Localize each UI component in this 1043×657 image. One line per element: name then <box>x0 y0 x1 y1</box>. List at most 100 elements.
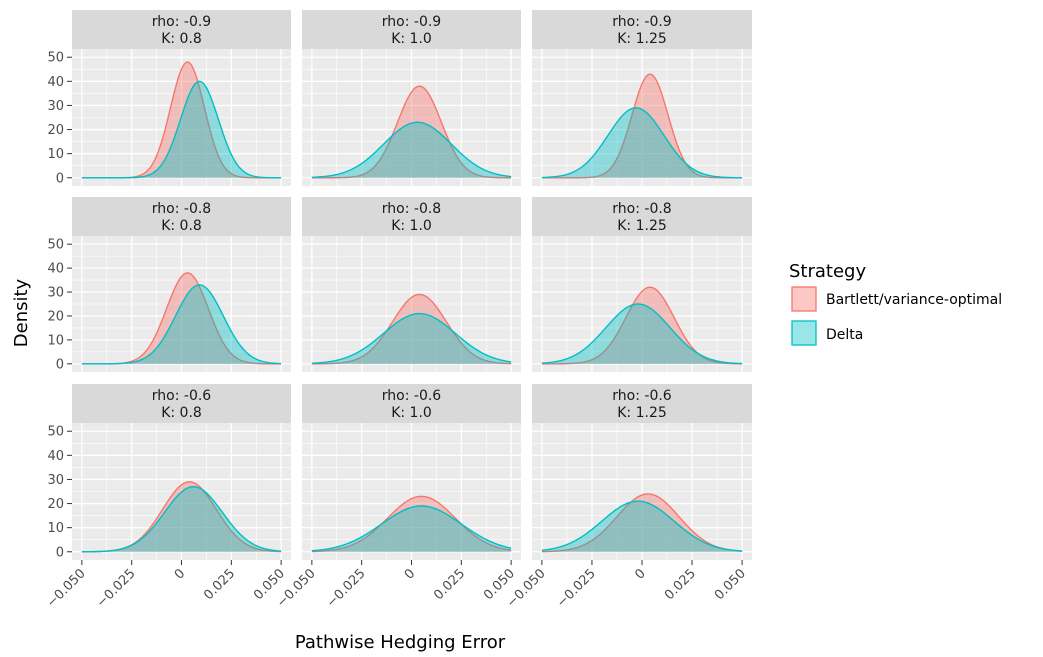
facet-panel: rho: -0.6K: 1.25 <box>532 384 752 560</box>
facet-strip-label-k: K: 1.25 <box>617 405 667 421</box>
legend-key-delta <box>791 320 817 346</box>
density-line <box>541 73 743 179</box>
density-line <box>311 495 512 553</box>
facet-strip-label-rho: rho: -0.8 <box>152 201 211 217</box>
facet-strip-label-rho: rho: -0.6 <box>382 388 442 404</box>
legend-key-bartlett <box>791 286 817 312</box>
density-line <box>311 293 512 365</box>
density-line <box>81 80 282 179</box>
density-area <box>81 62 282 178</box>
facet-strip-label-k: K: 1.0 <box>391 31 432 47</box>
x-tick-label: −0.050 <box>44 566 89 611</box>
y-tick-label: 20 <box>47 123 64 138</box>
legend: Strategy Bartlett/variance-optimal Delta <box>789 261 1002 347</box>
density-area <box>541 304 743 364</box>
facet-panel: rho: -0.9K: 1.0 <box>302 10 521 186</box>
facet-strip-label-k: K: 1.0 <box>391 405 432 421</box>
y-tick-label: 40 <box>47 75 64 90</box>
y-tick-label: 50 <box>47 425 64 440</box>
density-line <box>311 85 512 179</box>
x-axis-title: Pathwise Hedging Error <box>295 632 506 653</box>
density-line <box>541 493 743 553</box>
facet-strip-label-rho: rho: -0.9 <box>612 14 671 30</box>
legend-key-background <box>790 285 818 313</box>
y-tick-label: 0 <box>56 171 64 186</box>
legend-title: Strategy <box>789 261 866 282</box>
density-area <box>541 107 743 178</box>
density-area <box>81 81 282 178</box>
facet-strip-label-rho: rho: -0.8 <box>382 201 441 217</box>
density-area <box>311 496 512 552</box>
density-area <box>311 86 512 178</box>
density-area <box>81 284 282 364</box>
density-line <box>81 284 282 365</box>
facet-strip <box>72 10 291 49</box>
y-tick-label: 0 <box>56 357 64 372</box>
facet-panel: rho: -0.9K: 1.25 <box>532 10 752 186</box>
facet-panel: rho: -0.8K: 0.8 <box>72 197 291 372</box>
density-area <box>81 481 282 552</box>
y-tick-label: 0 <box>56 545 64 560</box>
density-area <box>311 313 512 364</box>
x-tick-label: 0.025 <box>662 566 699 603</box>
facet-strip-label-rho: rho: -0.6 <box>152 388 212 404</box>
y-tick-label: 10 <box>47 521 64 536</box>
facet-strip-label-k: K: 0.8 <box>161 31 202 47</box>
density-area <box>311 505 512 552</box>
y-tick-label: 20 <box>47 497 64 512</box>
x-tick-label: 0 <box>402 566 418 582</box>
density-area <box>541 74 743 178</box>
facet-strip <box>532 384 752 423</box>
x-tick-label: 0.025 <box>431 566 468 603</box>
y-tick-label: 20 <box>47 309 64 324</box>
y-tick-label: 40 <box>47 262 64 277</box>
density-line <box>311 505 512 552</box>
density-line <box>541 500 743 552</box>
facet-strip-label-rho: rho: -0.8 <box>612 201 671 217</box>
legend-label-delta: Delta <box>826 327 863 343</box>
facet-panel: rho: -0.8K: 1.25 <box>532 197 752 372</box>
facet-strip-label-k: K: 0.8 <box>161 218 202 234</box>
facet-strip-label-k: K: 0.8 <box>161 405 202 421</box>
density-line <box>81 485 282 553</box>
facet-strip-label-k: K: 1.25 <box>617 218 667 234</box>
x-tick-label: −0.025 <box>94 566 139 611</box>
density-line <box>541 107 743 179</box>
facet-strip-label-rho: rho: -0.9 <box>382 14 441 30</box>
y-tick-label: 50 <box>47 51 64 66</box>
y-tick-label: 30 <box>47 286 64 301</box>
y-tick-label: 10 <box>47 147 64 162</box>
density-area <box>81 272 282 364</box>
facet-strip <box>302 10 521 49</box>
facet-strip-label-rho: rho: -0.9 <box>152 14 211 30</box>
facet-panel: rho: -0.8K: 1.0 <box>302 197 521 372</box>
facet-strip <box>302 384 521 423</box>
facet-strip <box>532 197 752 236</box>
facet-panel: rho: -0.6K: 0.8 <box>72 384 291 560</box>
y-tick-label: 30 <box>47 473 64 488</box>
x-tick-label: 0.050 <box>712 566 749 603</box>
facet-strip <box>72 197 291 236</box>
y-tick-label: 40 <box>47 449 64 464</box>
legend-label-bartlett: Bartlett/variance-optimal <box>826 292 1002 308</box>
density-line <box>541 303 743 365</box>
x-tick-label: −0.025 <box>324 566 369 611</box>
facet-strip-label-k: K: 1.0 <box>391 218 432 234</box>
y-tick-label: 50 <box>47 238 64 253</box>
x-tick-label: 0 <box>632 566 648 582</box>
density-area <box>541 501 743 552</box>
facet-panel: rho: -0.6K: 1.0 <box>302 384 521 560</box>
facet-strip <box>72 384 291 423</box>
y-tick-label: 10 <box>47 333 64 348</box>
legend-key-background <box>790 319 818 347</box>
facet-strip <box>532 10 752 49</box>
density-area <box>541 287 743 364</box>
density-line <box>311 121 512 179</box>
density-area <box>541 493 743 552</box>
facet-strip-label-rho: rho: -0.6 <box>612 388 672 404</box>
facet-strip-label-k: K: 1.25 <box>617 31 667 47</box>
y-axis-title: Density <box>11 278 32 347</box>
facet-strip <box>302 197 521 236</box>
